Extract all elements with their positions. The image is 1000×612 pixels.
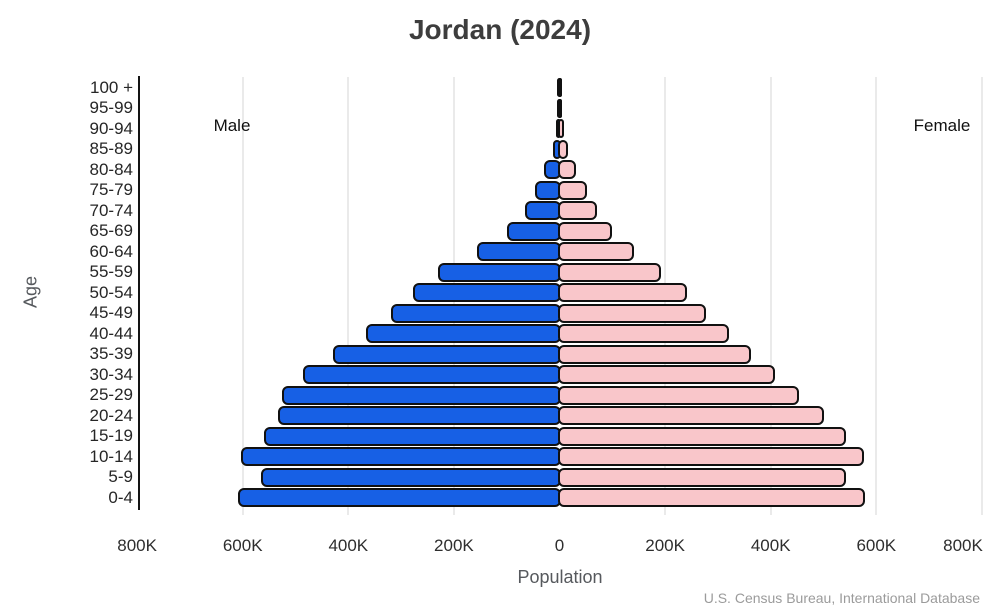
x-tick-label: 400K [328, 536, 369, 555]
female-bar-40-44[interactable] [557, 324, 730, 343]
y-axis-title: Age [20, 275, 41, 309]
age-tick-label: 65-69 [89, 221, 133, 240]
female-bar-95-99[interactable] [557, 98, 563, 118]
x-tick-label: 600K [222, 536, 263, 555]
female-bar-55-59[interactable] [557, 262, 661, 282]
male-bar-70-74[interactable] [524, 201, 562, 220]
age-tick-label: 5-9 [108, 467, 133, 486]
x-tick-label: 200K [434, 536, 474, 555]
age-tick-label: 10-14 [89, 446, 133, 466]
male-bar-30-34[interactable] [303, 365, 562, 384]
age-tick-label: 85-89 [89, 139, 133, 158]
age-tick-label: 50-54 [89, 282, 133, 302]
female-bar-90-94[interactable] [557, 119, 564, 138]
y-axis-line [137, 76, 140, 510]
male-bar-60-64[interactable] [477, 242, 562, 261]
male-bar-65-69[interactable] [506, 221, 562, 241]
x-tick-label: 800K [943, 536, 983, 555]
female-bar-85-89[interactable] [557, 139, 569, 159]
age-tick-label: 35-39 [89, 344, 133, 363]
female-bar-35-39[interactable] [557, 344, 751, 364]
x-tick-label: 0 [554, 536, 565, 555]
male-bar-35-39[interactable] [332, 344, 562, 364]
gridline-400k-right [769, 77, 772, 515]
age-tick-label: 45-49 [89, 303, 133, 322]
female-bar-70-74[interactable] [557, 201, 597, 220]
male-bar-25-29[interactable] [282, 385, 562, 405]
age-tick-label: 75-79 [89, 180, 133, 199]
female-bar-60-64[interactable] [557, 242, 634, 261]
gridline-800k-right [980, 77, 983, 515]
age-tick-label: 0-4 [108, 487, 133, 507]
age-tick-label: 20-24 [89, 405, 133, 425]
age-tick-label: 55-59 [89, 262, 133, 281]
age-tick-label: 90-94 [89, 118, 133, 138]
age-tick-label: 60-64 [89, 241, 133, 261]
age-tick-label: 25-29 [89, 385, 133, 404]
source-credit: U.S. Census Bureau, International Databa… [703, 590, 980, 606]
age-tick-label: 15-19 [89, 426, 133, 445]
gridline-600k-left [241, 77, 244, 515]
x-tick-label: 400K [750, 536, 791, 555]
age-tick-label: 40-44 [89, 323, 133, 343]
male-bar-50-54[interactable] [413, 283, 562, 302]
male-bar-20-24[interactable] [277, 406, 562, 425]
female-bar-65-69[interactable] [557, 221, 613, 241]
age-tick-label: 70-74 [89, 200, 133, 220]
female-bar-100+[interactable] [557, 78, 562, 97]
male-bar-15-19[interactable] [263, 426, 562, 446]
female-bar-15-19[interactable] [557, 426, 846, 446]
age-tick-label: 30-34 [89, 364, 133, 384]
x-axis-title: Population [517, 567, 603, 587]
female-bar-0-4[interactable] [557, 488, 865, 507]
male-bar-0-4[interactable] [238, 488, 562, 507]
x-tick-label: 800K [117, 536, 157, 555]
x-tick-label: 200K [645, 536, 685, 555]
female-bar-10-14[interactable] [557, 447, 864, 466]
chart-title: Jordan (2024) [408, 14, 592, 45]
female-bar-20-24[interactable] [557, 406, 825, 425]
male-bar-45-49[interactable] [391, 303, 562, 323]
male-bar-55-59[interactable] [437, 262, 562, 282]
female-bar-5-9[interactable] [557, 467, 847, 487]
female-bar-80-84[interactable] [557, 160, 577, 179]
female-bar-25-29[interactable] [557, 385, 800, 405]
x-tick-label: 600K [856, 536, 897, 555]
male-side-label: Male [213, 116, 251, 135]
age-tick-label: 100 + [89, 77, 133, 97]
male-bar-40-44[interactable] [366, 324, 562, 343]
female-bar-30-34[interactable] [557, 365, 776, 384]
age-tick-label: 80-84 [89, 159, 133, 179]
female-bar-75-79[interactable] [557, 180, 588, 200]
female-bar-45-49[interactable] [557, 303, 706, 323]
gridline-600k-right [875, 77, 878, 515]
female-bar-50-54[interactable] [557, 283, 688, 302]
age-tick-label: 95-99 [89, 98, 133, 117]
female-side-label: Female [913, 116, 971, 135]
gridline-400k-left [347, 77, 350, 515]
male-bar-10-14[interactable] [241, 447, 562, 466]
male-bar-5-9[interactable] [261, 467, 562, 487]
